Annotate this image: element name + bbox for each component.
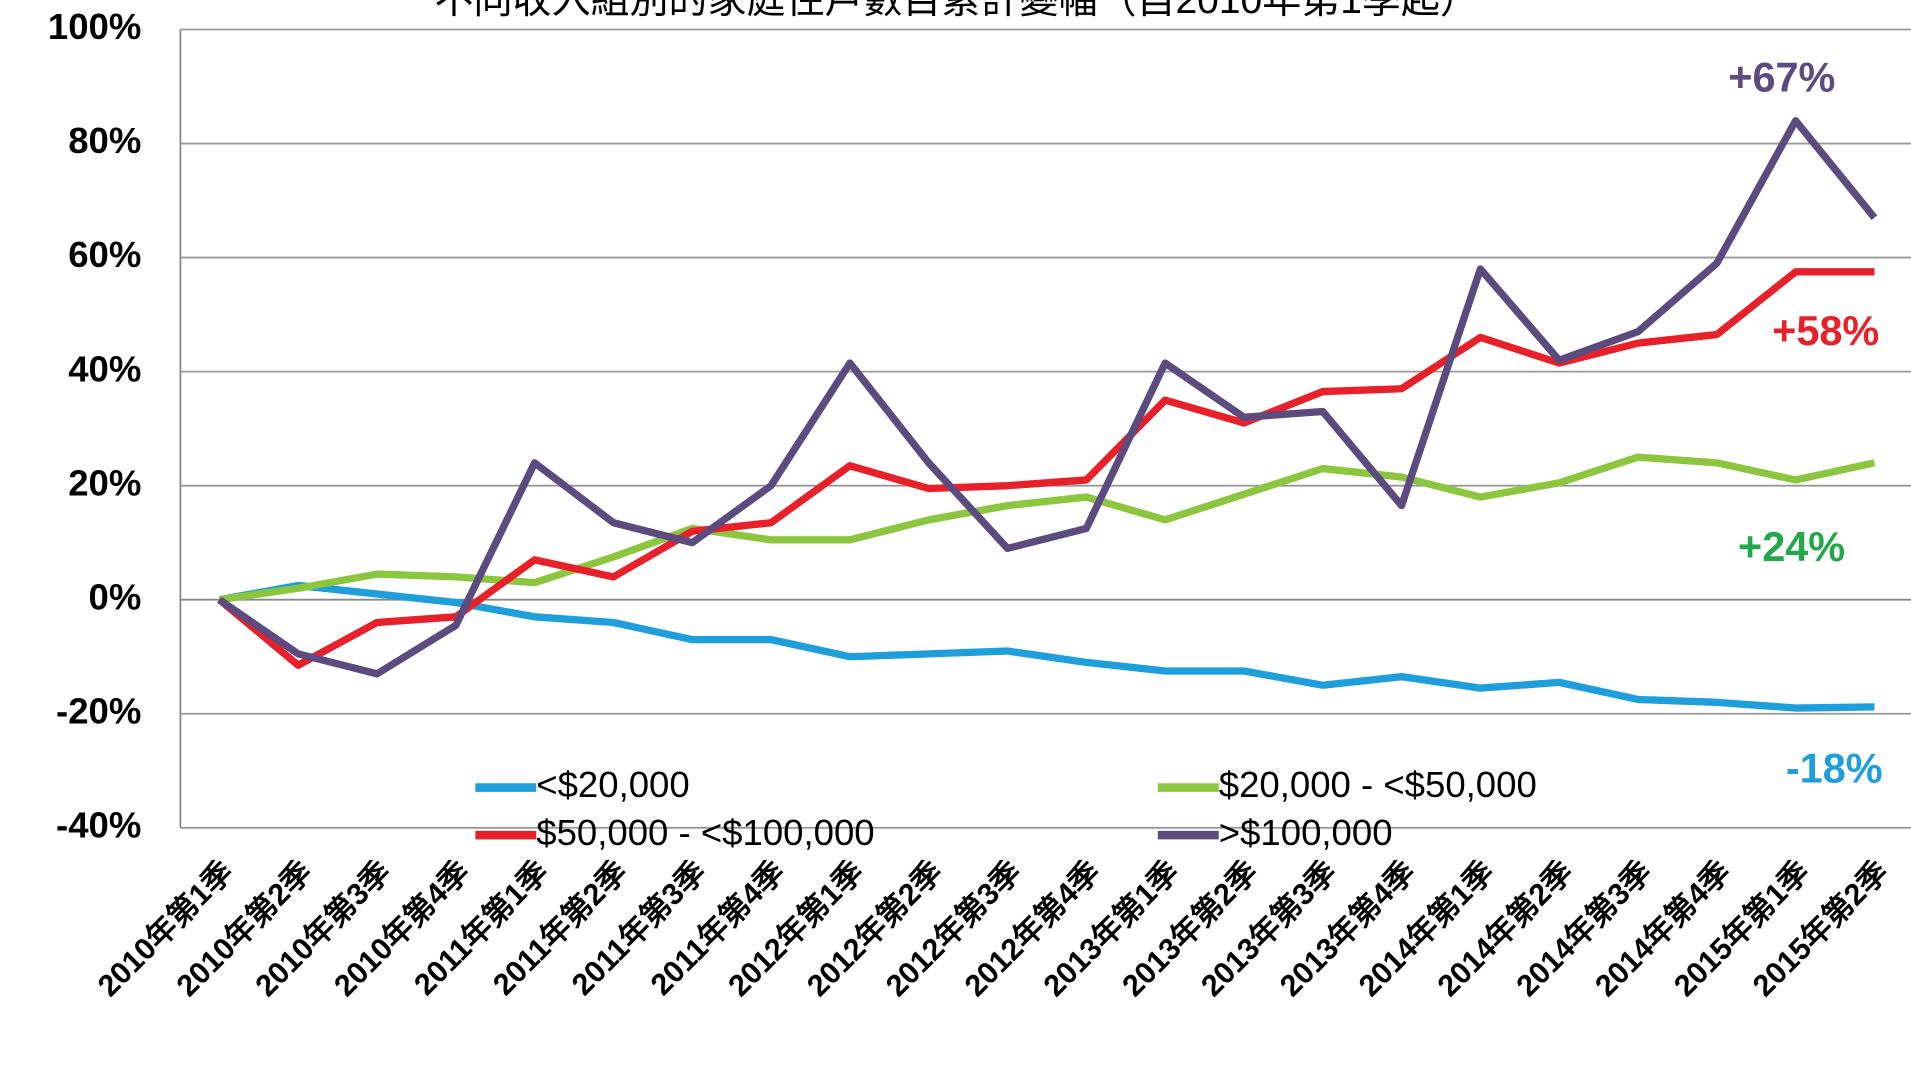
y-tick-label: 20%	[68, 462, 141, 503]
x-tick-label: 2010年第3季	[248, 854, 398, 1004]
x-tick-label: 2010年第2季	[169, 854, 319, 1004]
annotation: +67%	[1728, 54, 1835, 101]
x-tick-label: 2015年第2季	[1746, 854, 1896, 1004]
legend-label: $50,000 - <$100,000	[536, 812, 874, 853]
x-tick-label: 2013年第2季	[1115, 854, 1265, 1004]
x-tick-label: 2012年第4季	[957, 854, 1107, 1004]
x-tick-label: 2011年第2季	[486, 854, 634, 1002]
y-tick-label: -40%	[56, 804, 141, 845]
x-tick-label: 2014年第4季	[1588, 854, 1738, 1004]
chart-title: 不同收入組別的家庭住戶數目累計變幅（自2010年第1季起）	[434, 0, 1478, 22]
legend-label: >$100,000	[1219, 812, 1393, 853]
legend-label: <$20,000	[536, 764, 689, 805]
x-tick-label: 2013年第3季	[1194, 854, 1344, 1004]
legend-label: $20,000 - <$50,000	[1219, 764, 1537, 805]
series-line	[219, 121, 1874, 674]
y-tick-label: 80%	[68, 120, 141, 161]
y-tick-label: 100%	[48, 6, 141, 47]
series-line	[219, 457, 1874, 600]
y-tick-label: 40%	[68, 348, 141, 389]
x-tick-label: 2010年第1季	[91, 854, 241, 1004]
x-tick-label: 2010年第4季	[327, 854, 477, 1004]
x-tick-label: 2014年第2季	[1430, 854, 1580, 1004]
x-tick-label: 2012年第2季	[800, 854, 950, 1004]
y-tick-label: -20%	[56, 690, 141, 731]
x-tick-label: 2013年第4季	[1273, 854, 1423, 1004]
y-tick-label: 60%	[68, 234, 141, 275]
annotation: +58%	[1772, 307, 1879, 354]
annotation: -18%	[1786, 745, 1883, 792]
x-tick-label: 2014年第3季	[1509, 854, 1659, 1004]
y-tick-label: 0%	[89, 576, 142, 617]
x-tick-label: 2011年第1季	[407, 854, 555, 1002]
x-tick-label: 2015年第1季	[1667, 854, 1817, 1004]
x-tick-label: 2011年第3季	[565, 854, 713, 1002]
x-tick-label: 2014年第1季	[1352, 854, 1502, 1004]
chart: 不同收入組別的家庭住戶數目累計變幅（自2010年第1季起） -40% -20% 0%…	[0, 0, 1911, 1073]
x-tick-label: 2012年第3季	[879, 854, 1029, 1004]
page: 不同收入組別的家庭住戶數目累計變幅（自2010年第1季起） -40% -20% 0%…	[0, 0, 1911, 1073]
annotation: +24%	[1738, 523, 1845, 570]
x-tick-label: 2011年第4季	[643, 854, 791, 1002]
x-tick-label: 2012年第1季	[721, 854, 871, 1004]
x-tick-label: 2013年第1季	[1036, 854, 1186, 1004]
